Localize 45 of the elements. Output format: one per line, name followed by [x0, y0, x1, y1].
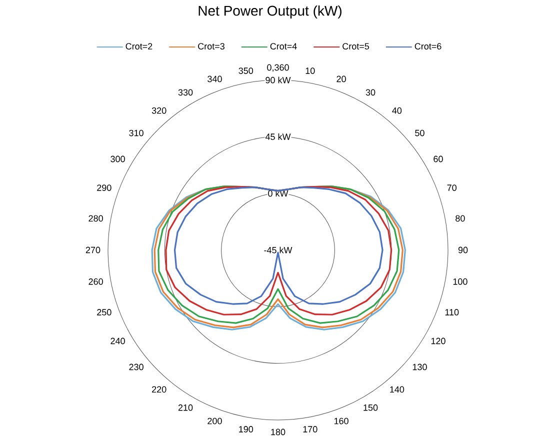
spoke-label: 280	[88, 215, 103, 222]
spoke-label: 110	[445, 309, 459, 316]
spoke-label: 10	[306, 68, 315, 74]
spoke-label: 240	[110, 338, 125, 344]
legend-label: Crot=6	[414, 43, 442, 50]
spoke-label: 120	[431, 338, 446, 344]
spoke-label: 220	[152, 386, 166, 393]
spoke-label: 190	[239, 426, 254, 432]
spoke-label: 160	[334, 418, 348, 424]
spoke-label: 50	[415, 130, 424, 136]
spoke-label: 130	[412, 364, 427, 370]
spoke-label: 80	[456, 215, 465, 222]
spoke-label: 40	[392, 107, 402, 114]
y-tick-label: 45 kW	[265, 133, 291, 140]
spoke-label: 170	[303, 426, 318, 432]
spoke-label: 350	[238, 68, 254, 74]
spoke-label: 60	[434, 156, 443, 162]
spoke-label: 330	[178, 89, 193, 96]
spoke-label: 0,360	[267, 64, 289, 72]
spoke-label: 180	[271, 428, 286, 436]
spoke-label: 30	[366, 89, 376, 96]
chart-title: Net Power Output (kW)	[198, 5, 342, 18]
y-tick-label: -45 kW	[264, 246, 292, 254]
spoke-label: 300	[110, 156, 125, 162]
spoke-label: 150	[364, 404, 378, 411]
legend-label: Crot=3	[198, 43, 224, 50]
spoke-label: 320	[152, 107, 166, 114]
legend-label: Crot=2	[126, 43, 152, 50]
spoke-label: 210	[178, 404, 193, 411]
spoke-label: 310	[129, 130, 144, 136]
spoke-label: 230	[129, 364, 144, 370]
spoke-label: 140	[390, 386, 404, 393]
spoke-label: 90	[458, 246, 468, 254]
spoke-label: 250	[97, 309, 112, 316]
legend-label: Crot=4	[270, 43, 297, 50]
spoke-label: 100	[453, 278, 468, 285]
legend-label: Crot=5	[342, 43, 370, 50]
spoke-label: 70	[447, 184, 457, 191]
spoke-label: 340	[208, 76, 222, 82]
spoke-label: 200	[208, 418, 222, 424]
spoke-label: 270	[86, 246, 100, 254]
spoke-label: 20	[336, 76, 346, 82]
spoke-label: 290	[97, 184, 112, 191]
y-tick-label: 90 kW	[266, 76, 291, 84]
spoke-label: 260	[88, 278, 103, 285]
